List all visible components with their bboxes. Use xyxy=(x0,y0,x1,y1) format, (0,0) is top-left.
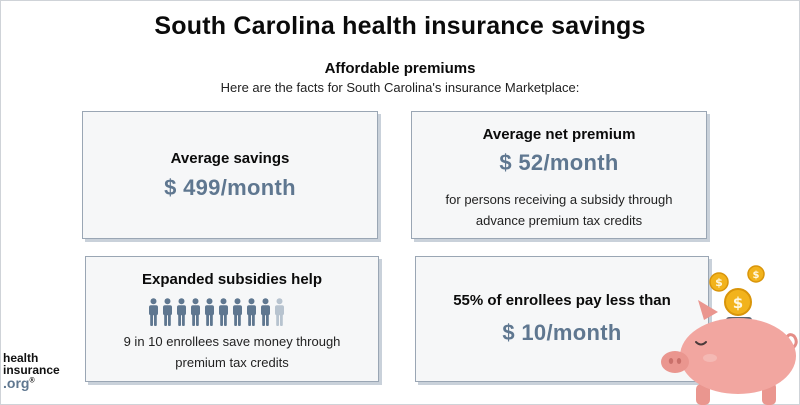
person-icon xyxy=(219,298,228,326)
average-net-premium-note-line2: advance premium tax credits xyxy=(475,213,643,228)
logo-trademark: ® xyxy=(29,377,35,385)
expanded-subsidies-note-line2: premium tax credits xyxy=(175,355,289,370)
person-icon xyxy=(247,298,256,326)
average-savings-value: $ 499/month xyxy=(164,175,296,200)
piggy-bank-icon: $ $ $ xyxy=(661,265,798,405)
average-net-premium-heading: Average net premium xyxy=(482,126,636,143)
logo-line-health: health xyxy=(3,351,39,365)
expanded-subsidies-heading: Expanded subsidies help xyxy=(141,271,323,288)
average-savings-card: Average savings $ 499/month xyxy=(82,111,378,239)
person-icon xyxy=(275,298,284,326)
expanded-subsidies-note-line1: 9 in 10 enrollees save money through xyxy=(123,334,341,349)
svg-text:$: $ xyxy=(733,294,743,312)
page-title: South Carolina health insurance savings xyxy=(154,12,646,40)
pay-less-card: 55% of enrollees pay less than $ 10/mont… xyxy=(415,256,709,382)
person-icon xyxy=(205,298,214,326)
expanded-subsidies-note: 9 in 10 enrollees save money through pre… xyxy=(86,331,378,373)
average-savings-heading: Average savings xyxy=(170,150,290,167)
coin-icon: $ xyxy=(747,265,765,283)
intro-text: Here are the facts for South Carolina's … xyxy=(220,80,580,95)
svg-text:$: $ xyxy=(753,270,760,281)
expanded-subsidies-card: Expanded subsidies help 9 in 10 enrollee… xyxy=(85,256,379,382)
person-icon xyxy=(233,298,242,326)
pay-less-value: $ 10/month xyxy=(502,320,622,345)
average-net-premium-note-line1: for persons receiving a subsidy through xyxy=(445,192,673,207)
person-icon xyxy=(191,298,200,326)
section-subtitle: Affordable premiums xyxy=(324,60,476,77)
people-icon-row xyxy=(148,298,285,326)
coin-icon: $ xyxy=(724,288,752,316)
person-icon xyxy=(149,298,158,326)
logo-line-org: .org xyxy=(3,375,30,391)
coin-icon: $ xyxy=(709,272,729,292)
average-net-premium-value: $ 52/month xyxy=(499,150,619,175)
average-net-premium-note: for persons receiving a subsidy through … xyxy=(412,189,706,231)
average-net-premium-card: Average net premium $ 52/month for perso… xyxy=(411,111,707,239)
svg-text:$: $ xyxy=(715,276,723,289)
healthinsurance-org-logo: health insurance .org® xyxy=(3,351,60,391)
person-icon xyxy=(163,298,172,326)
person-icon xyxy=(177,298,186,326)
logo-line-insurance: insurance xyxy=(3,363,60,377)
person-icon xyxy=(261,298,270,326)
pay-less-heading: 55% of enrollees pay less than xyxy=(453,292,671,309)
